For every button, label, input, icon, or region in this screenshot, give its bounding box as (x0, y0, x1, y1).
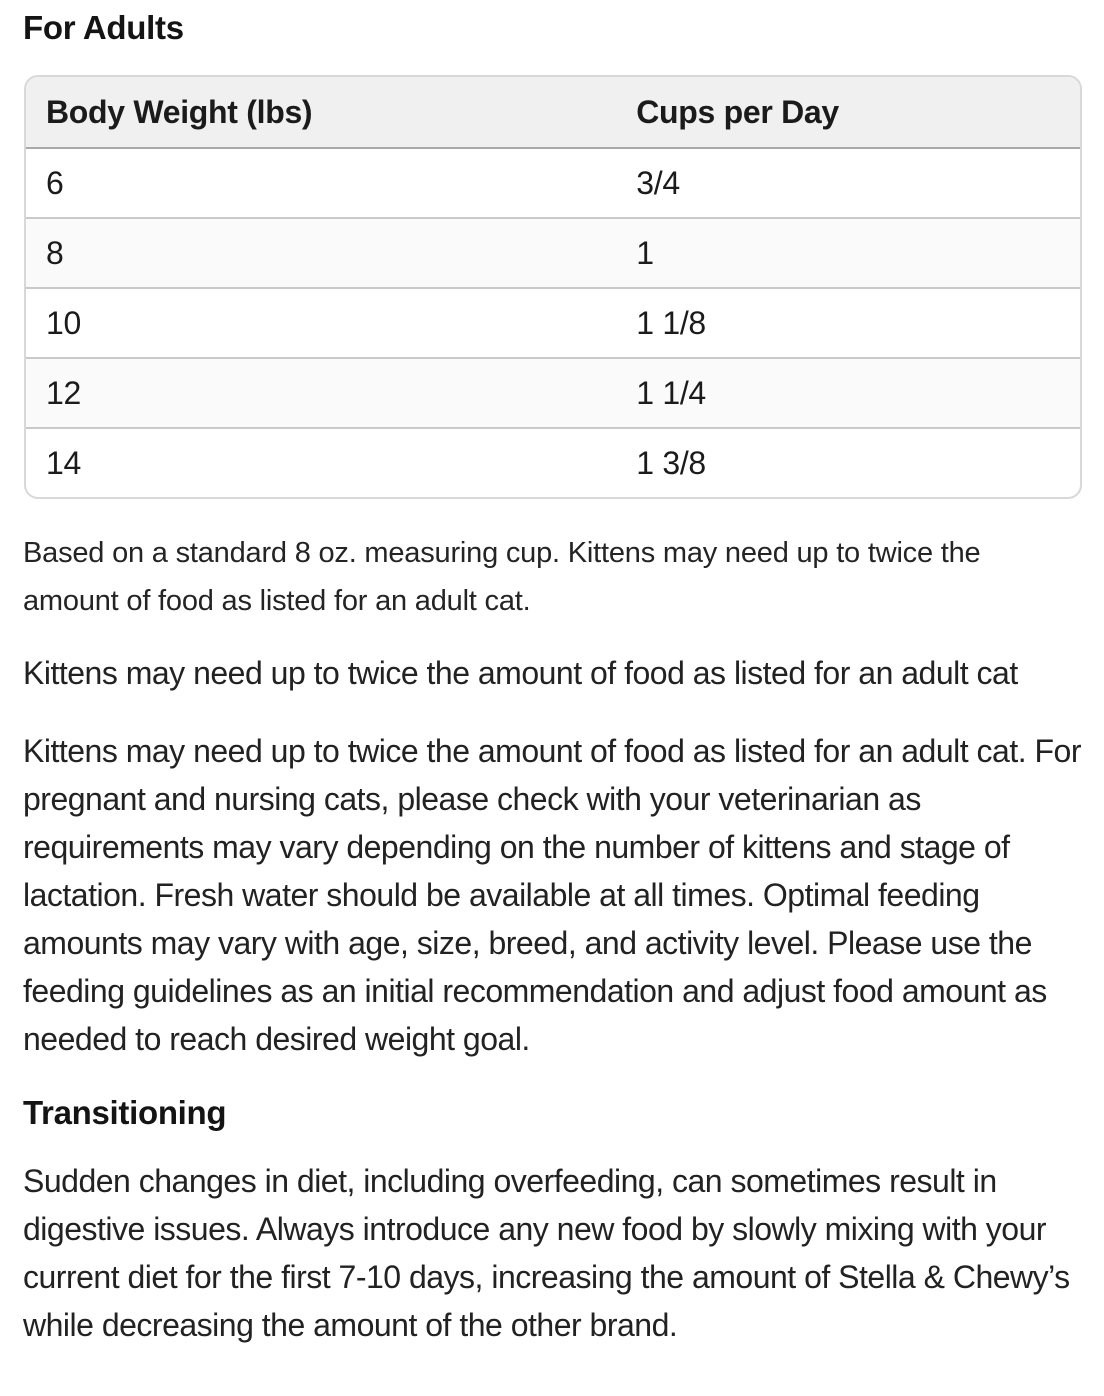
table-row: 10 1 1/8 (26, 287, 1080, 358)
body-weight-cell: 10 (26, 287, 617, 358)
cups-per-day-cell: 1 3/8 (616, 427, 1080, 497)
table-header-body-weight: Body Weight (lbs) (26, 77, 617, 149)
body-weight-cell: 8 (26, 217, 617, 288)
table-header-cups-per-day: Cups per Day (616, 77, 1080, 149)
measuring-cup-note: Based on a standard 8 oz. measuring cup.… (23, 537, 981, 617)
kittens-note-full: Kittens may need up to twice the amount … (23, 733, 1082, 1057)
table-row: 8 1 (26, 217, 1080, 288)
feeding-table-container: Body Weight (lbs) Cups per Day 6 3/4 8 1… (24, 75, 1082, 499)
table-header-row: Body Weight (lbs) Cups per Day (26, 77, 1080, 149)
feeding-table: Body Weight (lbs) Cups per Day 6 3/4 8 1… (26, 77, 1080, 497)
table-row: 12 1 1/4 (26, 357, 1080, 428)
cups-per-day-cell: 1 1/4 (616, 357, 1080, 428)
kittens-note-short: Kittens may need up to twice the amount … (23, 655, 1018, 691)
body-weight-cell: 12 (26, 357, 617, 428)
table-row: 14 1 3/8 (26, 427, 1080, 497)
feeding-guidelines-page: For Adults Body Weight (lbs) Cups per Da… (23, 9, 1082, 1343)
body-weight-cell: 14 (26, 427, 617, 497)
section-heading-for-adults: For Adults (23, 9, 184, 46)
cups-per-day-cell: 1 (616, 217, 1080, 288)
table-row: 6 3/4 (26, 148, 1080, 218)
section-heading-transitioning: Transitioning (23, 1094, 227, 1131)
body-weight-cell: 6 (46, 165, 64, 201)
transitioning-paragraph: Sudden changes in diet, including overfe… (23, 1163, 1070, 1343)
cups-per-day-cell: 3/4 (636, 165, 680, 201)
cups-per-day-cell: 1 1/8 (616, 287, 1080, 358)
